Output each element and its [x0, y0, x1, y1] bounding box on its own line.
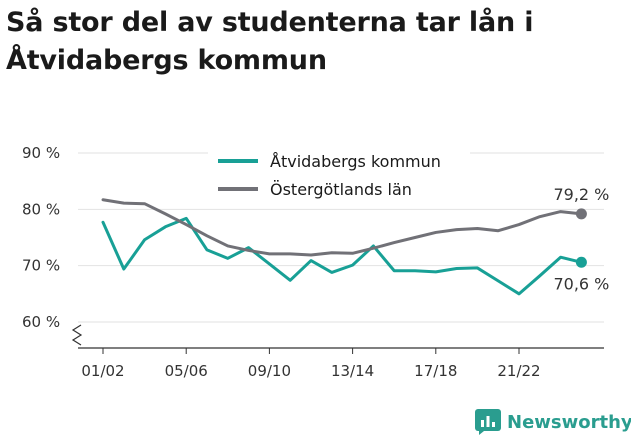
y-tick-label: 80 %	[22, 200, 60, 218]
legend: Åtvidabergs kommun Östergötlands län	[208, 145, 470, 207]
series-line-0	[101, 216, 583, 296]
line-chart: 60 % 70 % 80 % 90 % 01/02 05/06 09/10 13/14 17/…	[22, 144, 609, 380]
end-label-0: 70,6 %	[553, 274, 609, 293]
legend-label-0: Åtvidabergs kommun	[270, 152, 441, 171]
brand-name: Newsworthy	[507, 411, 631, 433]
x-tick-label: 17/18	[414, 362, 457, 380]
y-tick-label: 60 %	[22, 313, 60, 331]
y-tick-label: 70 %	[22, 257, 60, 275]
series-end-point-0	[575, 256, 587, 268]
x-axis: 01/02 05/06 09/10 13/14 17/18 21/22	[78, 347, 604, 380]
x-tick-label: 05/06	[165, 362, 208, 380]
y-axis-ticks: 60 % 70 % 80 % 90 %	[22, 144, 60, 331]
x-tick-label: 13/14	[331, 362, 374, 380]
legend-label-1: Östergötlands län	[270, 180, 412, 199]
series-group	[101, 198, 587, 296]
x-tick-label: 21/22	[497, 362, 540, 380]
newsworthy-logo-icon	[475, 409, 501, 435]
end-labels: 70,6 % 79,2 %	[553, 185, 609, 293]
legend-background	[208, 145, 470, 207]
chart-title: Så stor del av studenterna tar lån i Åtv…	[6, 7, 534, 76]
series-end-point-1	[575, 208, 587, 220]
axis-break-icon	[71, 324, 83, 346]
end-label-1: 79,2 %	[553, 185, 609, 204]
x-tick-label: 09/10	[248, 362, 291, 380]
x-tick-label: 01/02	[81, 362, 124, 380]
axis-break-zigzag	[71, 324, 83, 346]
series-line-1	[101, 198, 583, 257]
brand-logo: Newsworthy	[475, 406, 631, 438]
y-tick-label: 90 %	[22, 144, 60, 162]
